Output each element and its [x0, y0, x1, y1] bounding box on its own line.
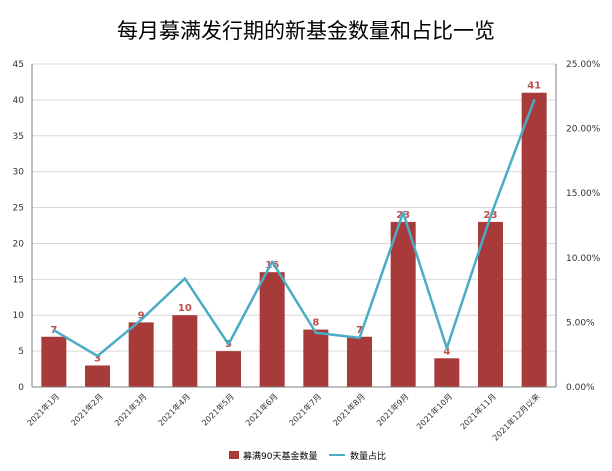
bar: [259, 272, 285, 387]
line-point: [314, 331, 318, 334]
left-axis-ticks: 0 5 10 15 20 25 30 35 40 45: [13, 60, 25, 393]
bar-data-label: 9: [138, 310, 145, 321]
right-tick-label: 10.00%: [566, 254, 601, 264]
left-tick-label: 45: [13, 60, 24, 70]
x-tick-label: 2021年12月以来: [490, 391, 541, 442]
legend-bar-swatch: [229, 451, 239, 459]
ratio-line: [53, 99, 536, 358]
axes: [31, 64, 557, 388]
bar: [85, 365, 110, 387]
legend: 募满90天基金数量 数量占比: [229, 450, 386, 462]
right-tick-label: 25.00%: [566, 60, 601, 70]
right-tick-label: 15.00%: [566, 189, 601, 199]
x-tick-label: 2021年1月: [25, 391, 61, 427]
bar: [216, 351, 241, 387]
x-tick-label: 2021年11月: [458, 391, 498, 431]
left-tick-label: 5: [18, 347, 24, 357]
line-point: [532, 98, 536, 102]
left-tick-label: 10: [13, 311, 25, 321]
chart-title: 每月募满发行期的新基金数量和占比一览: [117, 19, 495, 43]
line-point: [183, 277, 187, 280]
bar: [521, 92, 547, 387]
line-point: [227, 343, 230, 346]
left-tick-label: 15: [13, 275, 24, 285]
bar-data-label: 4: [443, 346, 450, 357]
bar-data-label: 7: [356, 325, 363, 336]
x-tick-label: 2021年10月: [414, 391, 454, 431]
left-tick-label: 30: [13, 168, 25, 178]
x-axis-ticks: 2021年1月 2021年2月 2021年3月 2021年4月 2021年5月 2021年…: [25, 391, 542, 442]
bar-data-label: 41: [527, 81, 541, 92]
x-tick-label: 2021年4月: [156, 391, 192, 427]
left-tick-label: 35: [13, 132, 24, 142]
bar-series: [41, 92, 547, 387]
left-tick-label: 20: [13, 239, 25, 249]
line-point: [96, 354, 99, 358]
x-tick-label: 2021年9月: [374, 391, 410, 427]
line-point: [445, 347, 449, 350]
right-tick-label: 20.00%: [566, 125, 601, 135]
grid: [32, 63, 556, 388]
bar-data-label: 8: [312, 318, 319, 329]
left-tick-label: 0: [18, 383, 24, 393]
line-point: [270, 260, 274, 263]
line-point: [358, 336, 361, 340]
x-tick-label: 2021年3月: [112, 391, 148, 427]
bar: [434, 358, 460, 387]
x-tick-label: 2021年2月: [69, 391, 105, 427]
bar: [41, 336, 67, 387]
x-tick-label: 2021年5月: [200, 391, 236, 427]
bar: [478, 221, 503, 387]
bar-data-label: 3: [94, 353, 101, 364]
right-tick-label: 0.00%: [566, 383, 595, 393]
line-point: [401, 211, 405, 214]
right-tick-label: 5.00%: [566, 318, 595, 328]
x-tick-label: 2021年6月: [243, 391, 279, 427]
bar: [303, 329, 329, 387]
bar-data-label: 16: [265, 260, 279, 271]
line-point: [489, 215, 492, 218]
x-tick-label: 2021年7月: [287, 391, 323, 427]
bar: [347, 336, 372, 387]
bar: [128, 322, 154, 387]
bar: [390, 221, 416, 387]
left-tick-label: 40: [13, 96, 25, 106]
line-point: [52, 328, 56, 332]
x-tick-label: 2021年8月: [331, 391, 367, 427]
bar-data-label: 10: [178, 303, 192, 314]
bar: [172, 315, 198, 387]
line-point: [139, 318, 143, 322]
left-tick-label: 25: [13, 204, 24, 214]
legend-bar-label: 募满90天基金数量: [243, 450, 317, 462]
line-series: [52, 98, 536, 358]
right-axis-ticks: 0.00% 5.00% 10.00% 15.00% 20.00% 25.00%: [566, 60, 601, 393]
legend-line-label: 数量占比: [350, 450, 386, 462]
bar-data-labels: 73910516872342341: [50, 81, 541, 365]
